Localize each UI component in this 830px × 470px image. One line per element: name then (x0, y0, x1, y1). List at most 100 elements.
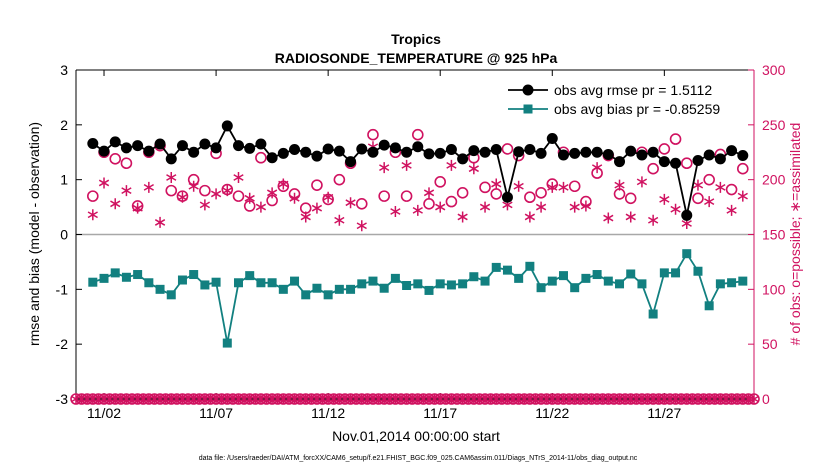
data-point-obs_assimilated (210, 188, 222, 200)
data-point-obs_assimilated (244, 192, 255, 204)
data-point-bias (648, 309, 658, 319)
data-point-rmse (322, 143, 334, 155)
data-point-obs_assimilated (569, 201, 580, 213)
data-point-bias (502, 265, 512, 275)
data-point-bias (177, 275, 187, 285)
data-point-obs_assimilated (390, 205, 401, 217)
data-point-bias (323, 290, 333, 300)
data-point-bias (166, 290, 176, 300)
data-point-bias (110, 268, 120, 278)
data-point-obs_assimilated (345, 197, 356, 209)
x-tick-label: 11/07 (199, 405, 233, 421)
data-point-rmse (557, 149, 569, 161)
y-tick-label-left: 2 (60, 117, 68, 133)
data-point-bias (491, 262, 501, 272)
data-point-obs_possible (669, 133, 682, 145)
data-point-bias (693, 266, 703, 276)
data-point-obs_assimilated (98, 177, 110, 189)
data-point-rmse (266, 152, 278, 164)
data-point-bias (88, 277, 98, 287)
data-point-rmse (221, 120, 233, 132)
data-point-bias (256, 278, 266, 288)
data-point-rmse (647, 146, 659, 158)
data-point-rmse (255, 138, 267, 150)
data-point-obs_possible (692, 192, 704, 205)
data-point-bias (727, 278, 737, 288)
legend: obs avg rmse pr = 1.5112 obs avg bias pr… (503, 78, 743, 120)
data-point-bias (615, 279, 625, 289)
data-point-obs_possible (434, 176, 447, 188)
data-point-rmse (120, 142, 132, 154)
data-point-bias (379, 283, 389, 293)
data-point-bias (133, 270, 143, 280)
data-point-rmse (546, 133, 558, 145)
data-point-obs_assimilated (166, 171, 177, 183)
data-point-obs_possible (378, 190, 390, 202)
y-axis-label-left: rmse and bias (model - observation) (26, 122, 42, 346)
data-point-rmse (423, 148, 435, 160)
data-point-obs_assimilated (603, 212, 614, 224)
data-point-obs_possible (165, 184, 178, 197)
data-point-rmse (625, 145, 637, 157)
data-point-rmse (356, 143, 368, 155)
data-point-obs_assimilated (132, 202, 143, 214)
y-tick-label-left: 1 (60, 172, 68, 188)
y-tick-label-right: 100 (762, 281, 786, 297)
data-point-obs_assimilated (591, 162, 603, 174)
data-point-rmse (345, 156, 357, 168)
data-point-obs_possible (120, 157, 133, 170)
data-point-obs_assimilated (692, 179, 704, 191)
data-point-rmse (457, 153, 469, 165)
data-point-bias (278, 284, 288, 294)
y-tick-label-right: 250 (762, 117, 786, 133)
data-point-rmse (289, 144, 301, 156)
data-point-obs_possible (412, 128, 424, 141)
x-tick-label: 11/12 (311, 405, 345, 421)
data-point-obs_assimilated (266, 187, 278, 199)
data-point-rmse (670, 157, 682, 169)
data-point-obs_assimilated (311, 202, 323, 214)
data-point-obs_possible (367, 128, 379, 141)
data-point-bias (435, 279, 445, 289)
data-point-bias (390, 273, 400, 283)
data-point-bias (592, 270, 602, 280)
data-point-obs_assimilated (423, 187, 435, 199)
data-point-obs_possible (456, 187, 469, 199)
data-point-obs_possible (255, 151, 267, 164)
data-point-bias (581, 273, 591, 283)
data-point-obs_possible (524, 191, 536, 204)
data-point-bias (480, 276, 490, 286)
data-point-bias (99, 273, 109, 283)
data-point-obs_possible (568, 180, 581, 193)
data-point-obs_assimilated (726, 204, 737, 216)
data-point-bias (659, 268, 669, 278)
data-point-bias (211, 277, 221, 287)
data-point-rmse (109, 136, 121, 148)
data-point-bias (469, 272, 479, 282)
data-point-rmse (143, 145, 155, 157)
data-point-bias (144, 278, 154, 288)
data-point-bias (155, 284, 165, 294)
x-axis-label: Nov.01,2014 00:00:00 start (332, 428, 500, 444)
data-point-bias (738, 276, 748, 286)
data-point-obs_assimilated (199, 199, 211, 211)
data-point-obs_assimilated (356, 220, 367, 232)
data-point-obs_assimilated (412, 204, 423, 216)
chart-subtitle: RADIOSONDE_TEMPERATURE @ 925 hPa (275, 50, 558, 66)
y-tick-label-right: 300 (762, 62, 786, 78)
data-point-bias (357, 279, 367, 289)
y-tick-label-left: -1 (56, 281, 69, 297)
data-point-rmse (154, 138, 166, 150)
data-point-bias (121, 272, 131, 282)
y-tick-label-left: -3 (56, 391, 69, 407)
data-point-obs_possible (535, 187, 547, 199)
data-point-obs_possible (658, 143, 671, 155)
data-point-rmse (714, 153, 726, 165)
data-point-rmse (434, 147, 446, 159)
data-point-obs_assimilated (737, 190, 748, 202)
data-point-rmse (232, 140, 244, 152)
data-point-bias (547, 276, 557, 286)
data-point-bias (558, 271, 568, 281)
data-point-obs_assimilated (255, 201, 267, 213)
data-point-rmse (244, 142, 256, 154)
